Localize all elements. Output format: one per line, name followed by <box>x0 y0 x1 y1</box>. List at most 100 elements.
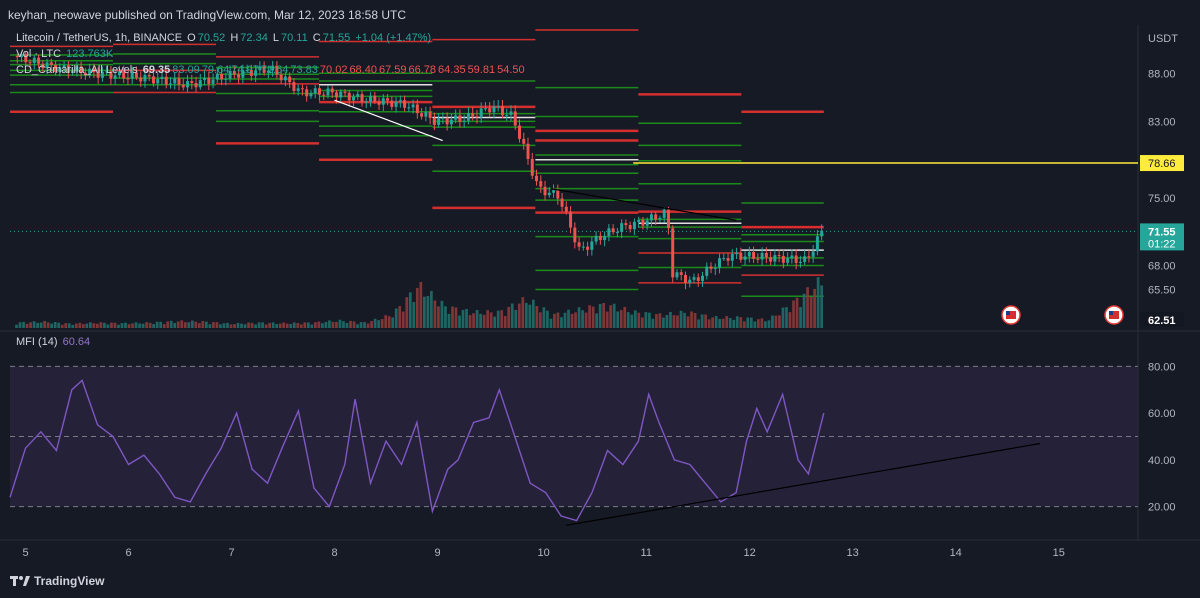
mfi-label[interactable]: MFI (14) <box>16 336 58 348</box>
candle-body <box>471 113 475 117</box>
volume-bar <box>380 319 384 328</box>
time-axis-tick: 12 <box>744 547 756 559</box>
volume-bar <box>616 311 620 328</box>
candle-body <box>773 255 777 262</box>
candle-body <box>628 225 632 230</box>
volume-bar <box>138 323 141 328</box>
candle-body <box>403 100 407 108</box>
volume-bar <box>303 322 307 328</box>
candle-body <box>424 112 428 117</box>
volume-bar <box>584 312 588 328</box>
volume-bar <box>539 312 542 328</box>
price-line-label-bg <box>1140 155 1184 172</box>
camarilla-label[interactable]: CD_Camarilla_All Levels <box>16 64 138 76</box>
volume-bar <box>50 323 54 328</box>
candle-body <box>441 118 445 120</box>
candle-body <box>373 95 377 102</box>
candle-body <box>32 57 36 63</box>
time-axis-tick: 9 <box>435 547 441 559</box>
volume-bar <box>310 324 314 328</box>
volume-bar <box>746 317 750 328</box>
volume-bar <box>401 311 405 328</box>
candle-body <box>326 88 330 96</box>
volume-bar <box>127 324 131 328</box>
volume-bar <box>524 302 528 328</box>
candle-body <box>713 267 717 269</box>
volume-bar <box>531 299 535 328</box>
candle-body <box>688 279 692 284</box>
candle-body <box>343 91 347 93</box>
candle-body <box>671 228 675 278</box>
candle-body <box>62 65 66 68</box>
candle-body <box>224 78 228 80</box>
camarilla-value: 66.78 <box>408 64 437 76</box>
camarilla-value: 68.40 <box>349 64 377 76</box>
candle-body <box>513 111 517 126</box>
volume-bar <box>795 297 799 328</box>
volume-bar <box>651 318 655 328</box>
volume-bar <box>173 322 177 328</box>
us-flag-canton-icon <box>1109 311 1113 315</box>
volume-bar <box>728 317 732 328</box>
volume-bar <box>493 316 497 328</box>
volume-bar <box>233 324 236 328</box>
candle-body <box>794 255 798 263</box>
volume-bar <box>342 321 345 328</box>
candle-body <box>66 65 70 73</box>
candle-body <box>313 88 317 94</box>
candle-body <box>522 138 526 144</box>
volume-bar <box>633 310 637 328</box>
volume-label[interactable]: Vol · LTC <box>16 48 62 60</box>
candle-body <box>683 274 687 284</box>
volume-bar <box>226 322 229 328</box>
candle-body <box>203 77 207 81</box>
volume-bar <box>581 310 584 328</box>
candle-body <box>241 70 245 78</box>
marker-price-label: 62.51 <box>1148 315 1176 327</box>
volume-bar <box>813 288 816 328</box>
volume-bar <box>99 322 103 328</box>
volume-bar <box>370 321 373 328</box>
volume-bar <box>162 324 166 328</box>
candle-body <box>462 120 466 122</box>
volume-bar <box>124 322 127 328</box>
candle-body <box>237 74 241 78</box>
volume-bar <box>215 322 219 328</box>
volume-bar <box>461 309 465 328</box>
volume-bar <box>271 322 275 328</box>
candle-body <box>109 71 113 79</box>
volume-bar <box>405 297 409 328</box>
volume-bar <box>785 307 788 328</box>
volume-bar <box>296 323 300 328</box>
volume-bar <box>377 320 381 328</box>
candle-body <box>666 209 670 229</box>
volume-bar <box>250 322 254 328</box>
candle-body <box>607 228 611 236</box>
volume-bar <box>503 316 507 328</box>
volume-bar <box>771 315 774 328</box>
candle-body <box>215 73 219 80</box>
candle-body <box>735 252 739 255</box>
tradingview-logo[interactable]: TradingView <box>10 574 104 588</box>
volume-bar <box>349 320 352 328</box>
high-label: H <box>230 32 239 44</box>
volume-bar <box>514 309 518 328</box>
volume-bar <box>563 312 567 328</box>
candle-body <box>79 66 83 73</box>
volume-bar <box>29 322 32 328</box>
candle-body <box>211 79 215 84</box>
volume-bar <box>640 317 644 328</box>
volume-bar <box>352 321 356 328</box>
mfi-series-line <box>9 379 825 522</box>
candle-body <box>786 258 790 263</box>
symbol-name[interactable]: Litecoin / TetherUS, 1h, BINANCE <box>16 32 183 44</box>
candle-body <box>590 241 594 250</box>
volume-bar <box>714 316 718 328</box>
volume-bar <box>799 307 802 328</box>
candle-body <box>198 80 202 88</box>
candle-body <box>386 98 390 101</box>
volume-bar <box>229 324 233 328</box>
candle-body <box>454 115 458 120</box>
volume-bar <box>739 317 743 328</box>
candle-body <box>679 272 683 275</box>
